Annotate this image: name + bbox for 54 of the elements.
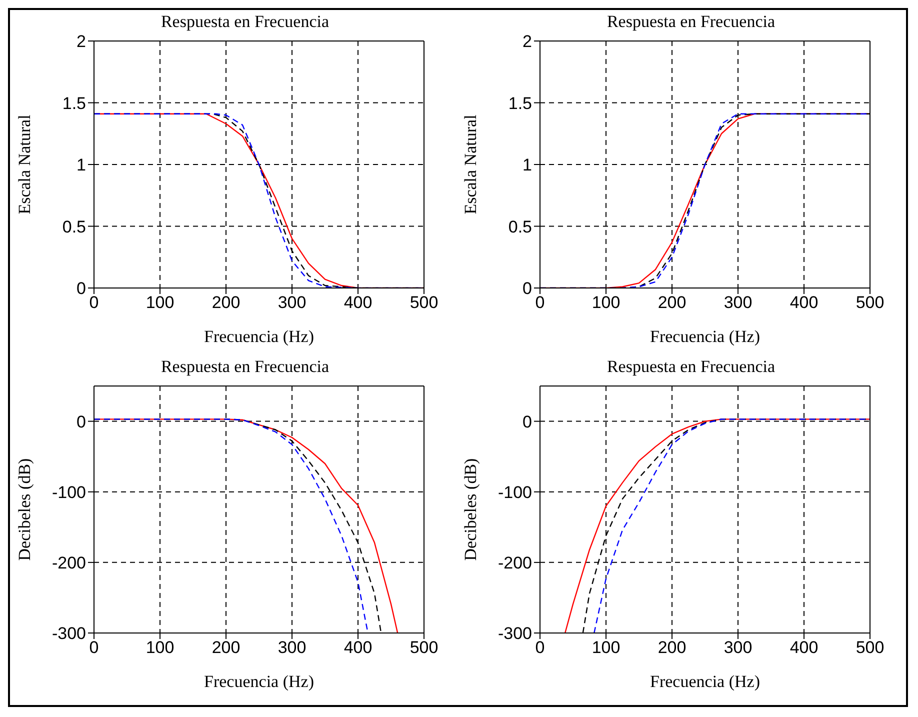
- x-tick-label: 200: [212, 638, 240, 658]
- x-tick-label: 400: [790, 293, 818, 312]
- y-tick-label: 1.5: [62, 94, 86, 113]
- y-tick-label: 1: [76, 156, 86, 175]
- x-tick-label: 100: [146, 638, 174, 658]
- y-tick-label: -200: [498, 553, 532, 572]
- y-tick-label: 1.5: [508, 94, 532, 113]
- x-tick-label: 200: [658, 293, 686, 312]
- x-tick-label: 0: [535, 638, 545, 658]
- x-tick-label: 300: [724, 293, 752, 312]
- y-tick-label: 1: [522, 156, 532, 175]
- y-axis-title: Decibeles (dB): [461, 458, 480, 561]
- x-tick-label: 500: [856, 293, 884, 312]
- y-tick-label: 0.5: [508, 217, 532, 236]
- y-axis-title: Escala Natural: [461, 114, 480, 214]
- y-tick-label: -100: [52, 482, 86, 502]
- y-tick-label: 2: [522, 32, 532, 52]
- chart-title: Respuesta en Frecuencia: [606, 357, 776, 377]
- x-tick-label: 100: [146, 293, 174, 312]
- x-tick-label: 500: [856, 638, 884, 658]
- y-tick-label: 2: [76, 32, 86, 52]
- x-tick-label: 300: [278, 638, 306, 658]
- y-tick-label: 0: [76, 279, 86, 298]
- y-axis-title: Decibeles (dB): [15, 458, 34, 561]
- y-tick-label: 0: [522, 412, 532, 432]
- x-tick-label: 300: [278, 293, 306, 312]
- y-tick-label: -100: [498, 482, 532, 502]
- y-tick-label: -300: [52, 624, 86, 644]
- x-tick-label: 0: [535, 293, 545, 312]
- chart-title: Respuesta en Frecuencia: [160, 357, 330, 377]
- y-tick-label: 0.5: [62, 217, 86, 236]
- x-tick-label: 0: [89, 293, 99, 312]
- chart-title: Respuesta en Frecuencia: [160, 12, 330, 32]
- y-tick-label: 0: [522, 279, 532, 298]
- x-tick-label: 300: [724, 638, 752, 658]
- y-axis-title: Escala Natural: [15, 114, 34, 214]
- x-axis-title: Frecuencia (Hz): [650, 327, 760, 346]
- x-tick-label: 400: [790, 638, 818, 658]
- x-tick-label: 0: [89, 638, 99, 658]
- x-tick-label: 400: [344, 293, 372, 312]
- x-tick-label: 200: [658, 638, 686, 658]
- x-tick-label: 400: [344, 638, 372, 658]
- chart-title: Respuesta en Frecuencia: [606, 12, 776, 32]
- x-axis-title: Frecuencia (Hz): [204, 327, 314, 346]
- x-tick-label: 500: [410, 638, 438, 658]
- x-axis-title: Frecuencia (Hz): [204, 672, 314, 691]
- y-tick-label: -200: [52, 553, 86, 572]
- x-axis-title: Frecuencia (Hz): [650, 672, 760, 691]
- x-tick-label: 100: [592, 638, 620, 658]
- x-tick-label: 200: [212, 293, 240, 312]
- x-tick-label: 100: [592, 293, 620, 312]
- y-tick-label: 0: [76, 412, 86, 432]
- x-tick-label: 500: [410, 293, 438, 312]
- y-tick-label: -300: [498, 624, 532, 644]
